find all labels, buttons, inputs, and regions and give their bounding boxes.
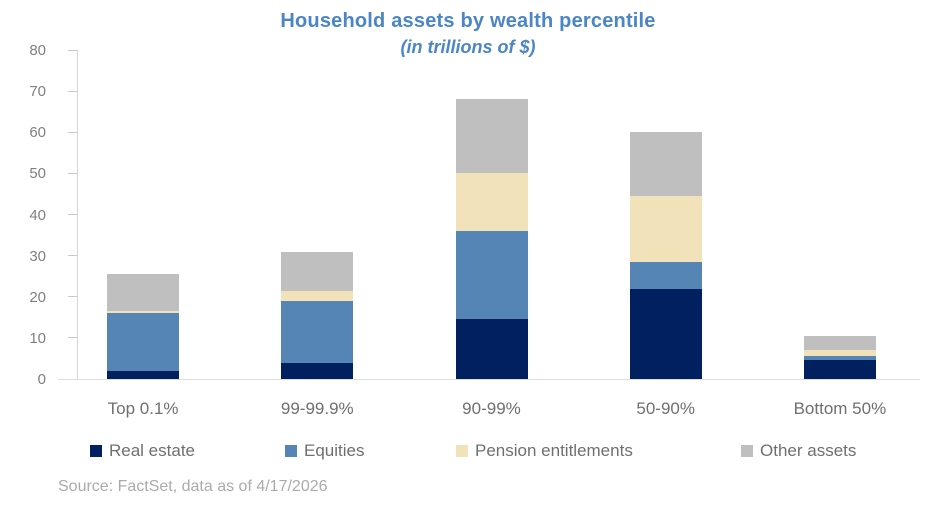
bar-segment	[107, 370, 180, 379]
y-axis-tick-mark	[68, 49, 77, 51]
chart-subtitle: (in trillions of $)	[400, 37, 536, 57]
legend-item: Equities	[285, 441, 364, 461]
category-label: Bottom 50%	[793, 399, 887, 418]
bar-segment	[803, 356, 876, 361]
source-note: Source: FactSet, data as of 4/17/2026	[58, 478, 328, 495]
category-label: 90-99%	[462, 399, 521, 418]
legend-item: Pension entitlements	[456, 441, 633, 461]
y-axis-tick-label: 10	[29, 329, 46, 347]
bar-segment	[629, 288, 702, 379]
y-axis-tick-label: 20	[29, 288, 46, 306]
category-label: 50-90%	[636, 399, 695, 418]
bar-segment	[803, 360, 876, 379]
legend-swatch	[90, 445, 102, 457]
legend-item: Other assets	[741, 441, 856, 461]
category-label: 99-99.9%	[280, 399, 354, 418]
bar-segment	[281, 251, 354, 291]
bar-segment	[107, 313, 180, 371]
legend-item: Real estate	[90, 441, 195, 461]
y-axis-tick-mark	[68, 131, 77, 133]
legend-label: Real estate	[109, 441, 195, 460]
legend-swatch	[741, 445, 753, 457]
bar-segment	[629, 261, 702, 289]
bar-segment	[281, 290, 354, 301]
bar-segment	[455, 173, 528, 231]
legend-label: Pension entitlements	[475, 441, 633, 460]
bar-segment	[281, 300, 354, 363]
chart-title: Household assets by wealth percentile	[280, 10, 656, 32]
legend-swatch	[285, 445, 297, 457]
bar-segment	[629, 195, 702, 262]
y-axis-tick-mark	[68, 255, 77, 257]
bar-segment	[455, 99, 528, 174]
y-axis-tick-mark	[68, 214, 77, 215]
y-axis-tick-label: 80	[29, 42, 46, 59]
y-axis-line	[77, 50, 78, 379]
y-axis-tick-mark	[68, 296, 77, 298]
y-axis-tick-label: 70	[29, 83, 46, 101]
y-axis-tick-label: 0	[37, 371, 46, 388]
legend-label: Other assets	[760, 441, 857, 460]
bar-segment	[455, 319, 528, 379]
legend-swatch	[456, 445, 468, 457]
x-axis-line	[58, 379, 920, 380]
bar-segment	[107, 311, 180, 314]
y-axis-tick-mark	[68, 172, 77, 174]
bar-segment	[629, 132, 702, 196]
y-axis-tick-mark	[68, 337, 77, 339]
y-axis-tick-label: 40	[29, 206, 46, 224]
bar-segment	[281, 362, 354, 379]
y-axis-tick-label: 60	[29, 124, 46, 142]
bar-segment	[107, 274, 180, 312]
legend-label: Equities	[304, 441, 365, 460]
bar-segment	[803, 350, 876, 357]
bar-segment	[455, 230, 528, 320]
y-axis-tick-label: 30	[29, 247, 46, 265]
bar-segment	[803, 335, 876, 351]
category-label: Top 0.1%	[107, 399, 179, 418]
y-axis-tick-mark	[68, 90, 77, 92]
y-axis-tick-label: 50	[29, 165, 46, 183]
